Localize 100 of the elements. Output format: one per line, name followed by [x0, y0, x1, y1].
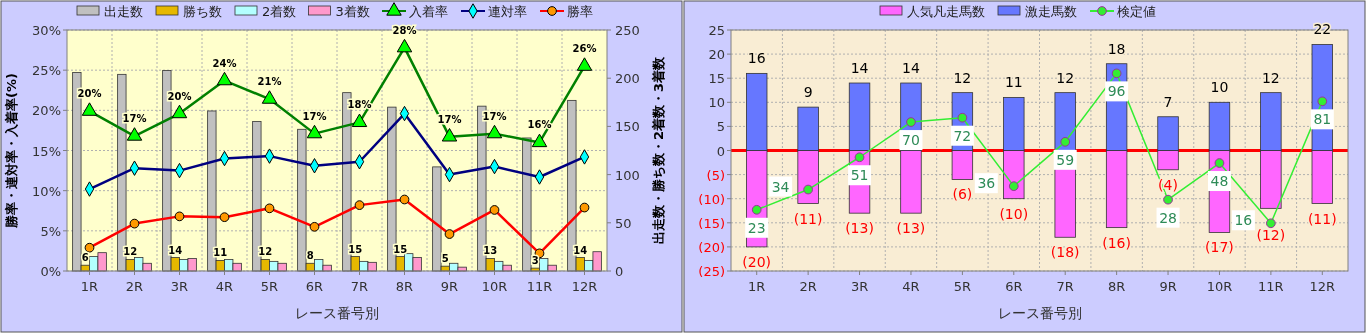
x-tick-label: 11R — [526, 279, 553, 294]
data-label: 7 — [1163, 93, 1173, 110]
data-label: 12 — [123, 246, 138, 258]
y2-tick-label: 200 — [615, 71, 640, 87]
x-tick-label: 7R — [350, 279, 369, 294]
point — [1317, 96, 1328, 107]
y-tick-label: 0% — [40, 264, 61, 279]
data-label: 12 — [953, 69, 972, 86]
data-label: 15 — [393, 243, 408, 255]
point — [906, 117, 916, 127]
x-tick-label: 10R — [1206, 279, 1233, 294]
y-tick-label: (20) — [698, 239, 725, 255]
legend-label: 2着数 — [262, 4, 297, 19]
legend-label: 連対率 — [488, 4, 527, 19]
x-tick-label: 3R — [170, 279, 189, 294]
data-label: 17% — [482, 110, 507, 122]
y-tick-label: 20 — [708, 47, 725, 63]
x-tick-label: 4R — [215, 279, 234, 294]
data-label: (16) — [1102, 234, 1131, 251]
data-label: (17) — [1205, 239, 1234, 256]
x-tick-label: 6R — [305, 279, 324, 294]
y-tick-label: 15% — [32, 143, 61, 159]
data-label: 21% — [257, 76, 282, 88]
data-label: 17% — [302, 110, 327, 122]
x-tick-label: 8R — [1107, 279, 1126, 294]
data-label: (18) — [1050, 244, 1080, 261]
data-label: (11) — [1307, 210, 1337, 227]
legend-label: 人気凡走馬数 — [907, 4, 985, 19]
legend-label: 出走数 — [104, 4, 143, 19]
data-label: 8 — [306, 250, 314, 262]
x-tick-label: 3R — [850, 279, 869, 294]
data-label: 3 — [531, 255, 539, 267]
data-label: (13) — [845, 220, 874, 237]
y2-tick-label: 0 — [615, 264, 624, 279]
point — [957, 112, 968, 123]
data-label: 22 — [1313, 21, 1332, 38]
x-tick-label: 2R — [125, 279, 144, 294]
y-tick-label: 20% — [32, 103, 61, 119]
y-tick-label: 10% — [32, 183, 61, 199]
data-label: (10) — [999, 205, 1029, 222]
data-label: 12 — [258, 246, 273, 258]
legend-label: 勝ち数 — [183, 4, 222, 19]
x-tick-label: 9R — [1159, 279, 1177, 294]
y-tick-label: 15 — [708, 71, 725, 87]
data-label: 5 — [441, 253, 449, 265]
data-label: 26% — [572, 43, 597, 55]
data-label: (13) — [896, 220, 926, 237]
legend-label: 3着数 — [335, 4, 370, 19]
point — [854, 152, 865, 163]
y-axis-title: 勝率・連対率・入着率(%) — [4, 73, 19, 229]
x-tick-label: 4R — [902, 279, 920, 294]
y2-tick-label: 150 — [615, 119, 640, 135]
data-label: (20) — [742, 253, 772, 270]
point — [1111, 68, 1122, 79]
legend-label: 激走馬数 — [1025, 4, 1077, 19]
data-label: 24% — [212, 57, 237, 69]
data-label: (6) — [952, 186, 973, 203]
data-label: 14 — [902, 60, 920, 77]
point — [751, 204, 762, 215]
point — [1008, 181, 1019, 192]
data-label: (12) — [1256, 227, 1286, 244]
y-tick-label: 0 — [716, 143, 725, 159]
bar — [1054, 92, 1076, 151]
data-label: 14 — [850, 60, 869, 77]
y2-tick-label: 50 — [615, 215, 632, 231]
y-tick-label: (15) — [698, 215, 725, 231]
data-label: 9 — [803, 84, 813, 101]
point — [1266, 218, 1276, 229]
y2-tick-label: 250 — [615, 23, 640, 38]
x-tick-label: 5R — [953, 279, 972, 294]
data-label: 12 — [1261, 69, 1280, 86]
y-tick-label: 25% — [32, 63, 61, 79]
data-label: 6 — [81, 252, 89, 264]
data-label: 17% — [122, 113, 147, 125]
data-label: 16 — [747, 50, 766, 67]
data-label: 11 — [1004, 74, 1023, 91]
y-tick-label: (25) — [698, 264, 725, 279]
legend-label: 勝率 — [567, 4, 593, 19]
point — [1163, 194, 1173, 205]
y-tick-label: 5 — [716, 119, 725, 135]
data-label: 12 — [1056, 69, 1075, 86]
x-tick-label: 9R — [440, 279, 459, 294]
legend-label: 入着率 — [409, 4, 448, 19]
x-tick-label: 5R — [260, 279, 279, 294]
x-tick-label: 12R — [1309, 279, 1336, 294]
x-tick-label: 1R — [748, 279, 766, 294]
y2-axis-title: 出走数・勝ち数・2着数・3着数 — [651, 55, 666, 245]
data-label: (11) — [793, 210, 823, 227]
y-tick-label: (5) — [706, 167, 725, 183]
y-tick-label: 10 — [708, 95, 725, 111]
x-tick-label: 10R — [481, 279, 508, 294]
y2-tick-label: 100 — [615, 167, 640, 183]
x-tick-label: 8R — [395, 279, 414, 294]
data-label: 18 — [1107, 40, 1126, 57]
x-tick-label: 2R — [799, 279, 817, 294]
x-axis-title: レース番号別 — [997, 305, 1082, 321]
data-label: 14 — [168, 244, 183, 256]
data-label: 15 — [348, 243, 363, 255]
point — [1060, 136, 1071, 147]
y-tick-label: 5% — [40, 223, 61, 239]
